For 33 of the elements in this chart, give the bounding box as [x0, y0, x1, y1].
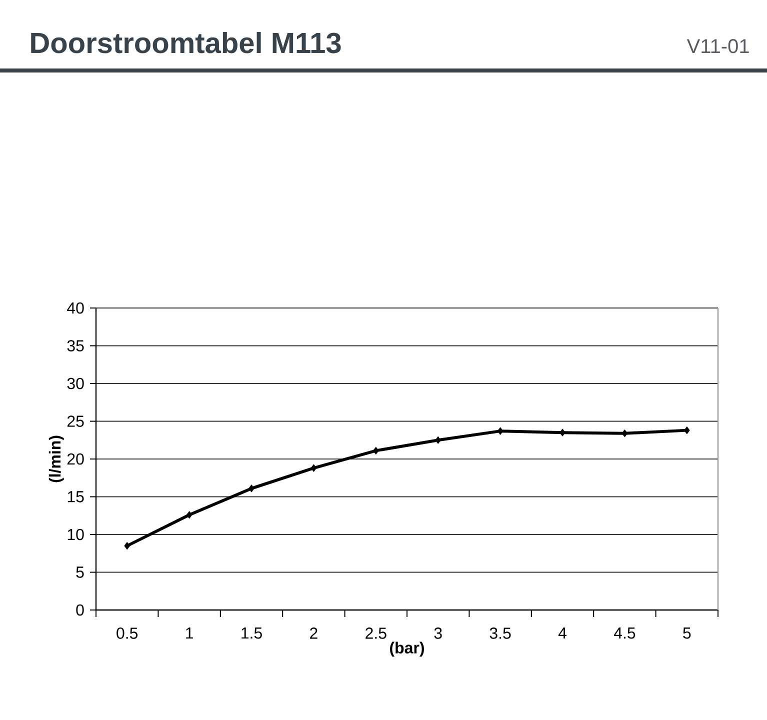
x-tick-label: 1 — [186, 628, 193, 639]
chart-title: Doorstroomtabel M113 — [31, 32, 341, 54]
y-tick-label: 0 — [76, 604, 84, 616]
y-tick-label: 40 — [67, 302, 84, 314]
y-tick-label: 35 — [67, 340, 84, 352]
point — [497, 427, 504, 435]
x-tick-label: 4.5 — [614, 628, 636, 639]
y-tick-label: 15 — [68, 491, 84, 502]
y-tick-label: 10 — [68, 528, 84, 540]
point — [124, 542, 130, 550]
x-tick-label: 5 — [683, 628, 691, 639]
x-tick-label: 4 — [558, 628, 566, 639]
point — [373, 446, 379, 454]
y-tick-label: 5 — [76, 566, 84, 578]
point — [310, 464, 317, 472]
point — [248, 484, 254, 492]
point — [186, 511, 192, 519]
x-tick-label: 3.5 — [490, 628, 511, 639]
point — [435, 436, 441, 444]
y-tick-label: 20 — [67, 453, 84, 465]
y-axis-title: (l/min) — [48, 436, 64, 482]
x-tick-label: 2 — [310, 628, 318, 639]
y-tick-label: 30 — [67, 378, 84, 390]
x-axis-title: (bar) — [390, 642, 424, 657]
x-tick-label: 2.5 — [366, 628, 386, 639]
text: V11-01 — [686, 39, 749, 54]
x-tick-label: 0.5 — [116, 628, 138, 639]
point — [684, 426, 690, 434]
y-tick-label: 25 — [67, 416, 84, 427]
x-tick-label: 1.5 — [242, 628, 262, 639]
point — [622, 430, 628, 438]
x-tick-label: 3 — [434, 628, 442, 639]
point — [560, 428, 566, 436]
